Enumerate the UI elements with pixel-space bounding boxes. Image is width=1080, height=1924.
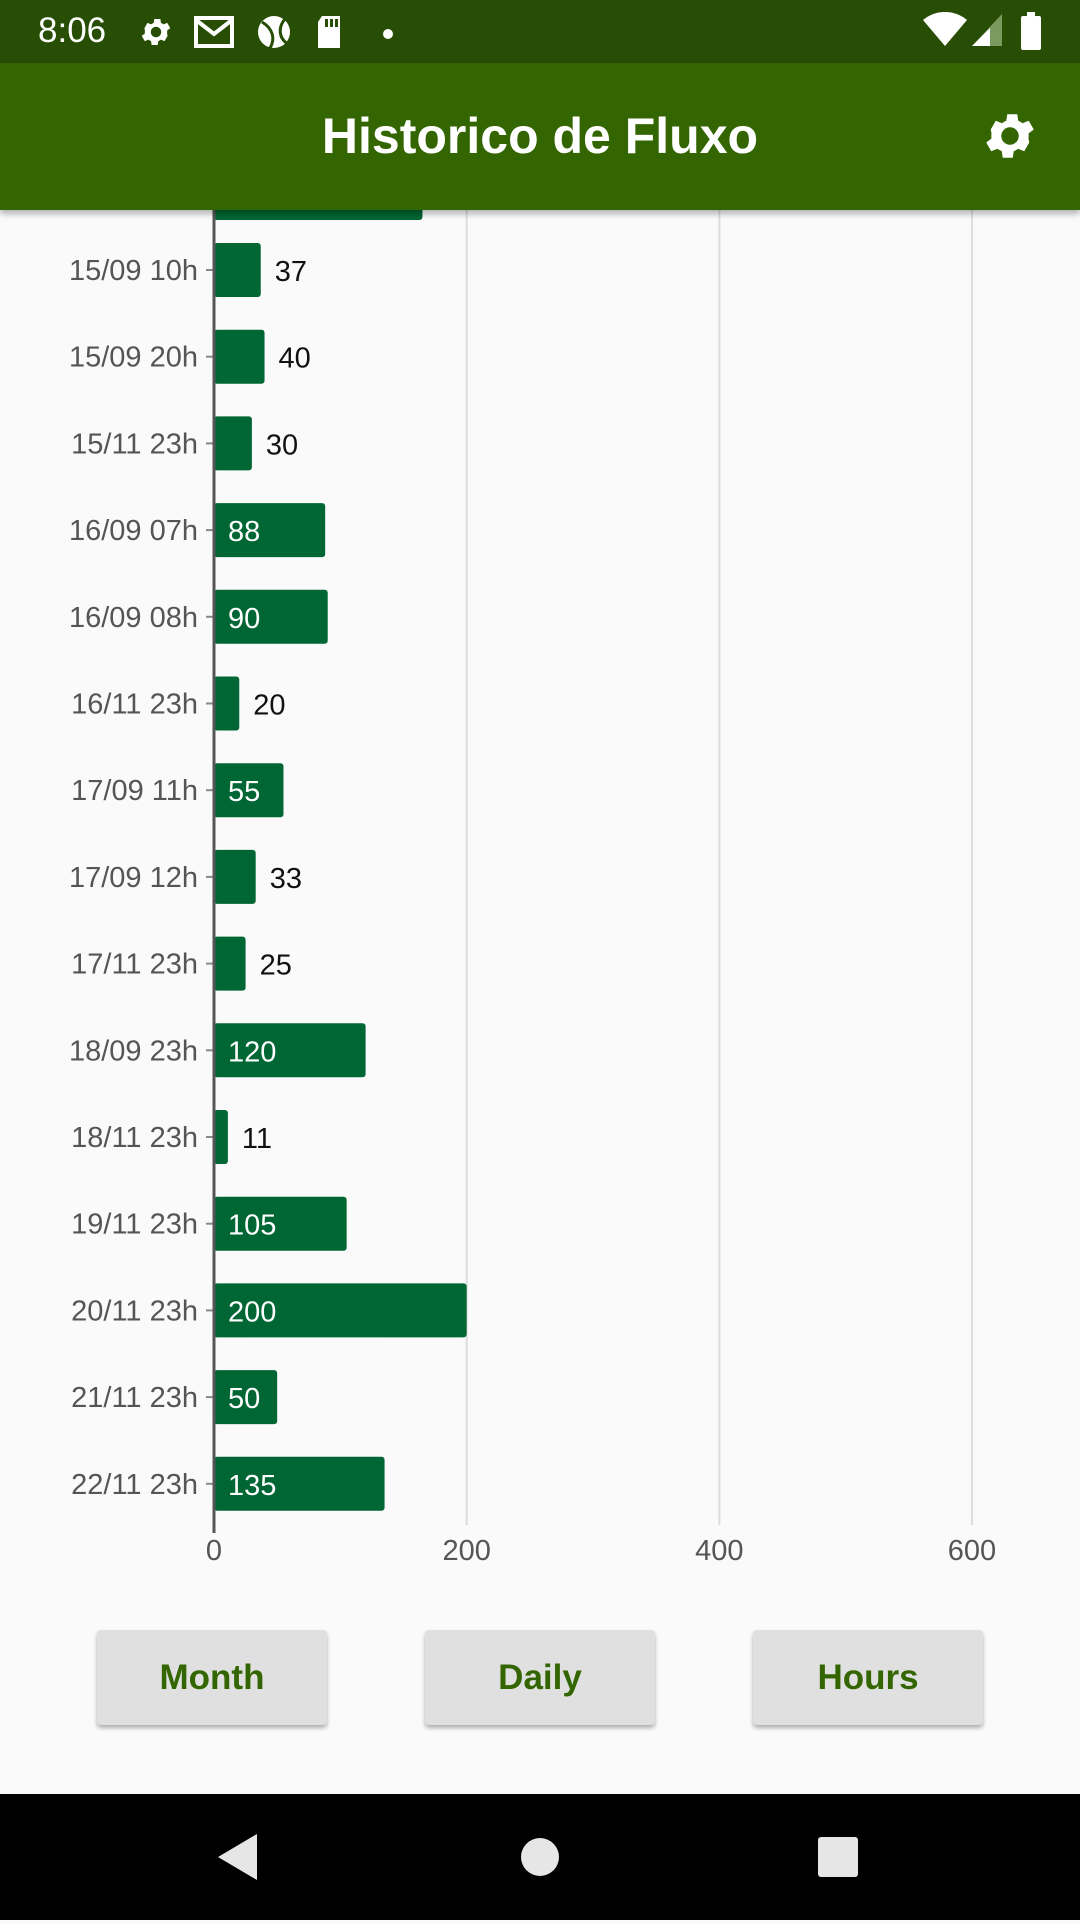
x-tick-label: 200 (442, 1535, 490, 1567)
category-label: 16/11 23h (71, 689, 198, 721)
value-label: 20 (253, 690, 285, 722)
recents-icon (758, 1837, 918, 1924)
value-label: 11 (242, 1123, 272, 1155)
value-label: 200 (228, 1296, 276, 1328)
category-label: 20/11 23h (71, 1295, 198, 1327)
value-label: 40 (279, 343, 311, 375)
chart-bar (214, 676, 240, 731)
chart-bar (214, 936, 246, 991)
value-label: 88 (228, 516, 260, 548)
chart-bar (214, 1110, 228, 1164)
category-label: 18/09 23h (69, 1035, 198, 1067)
home-button[interactable] (460, 1794, 620, 1920)
dot-icon (382, 25, 394, 44)
x-tick-label: 0 (206, 1535, 222, 1567)
category-label: 16/09 07h (69, 515, 198, 547)
chart-bar (214, 1456, 385, 1511)
x-tick-label: 400 (695, 1535, 743, 1567)
chart-bar (214, 1023, 366, 1078)
value-label: 50 (228, 1383, 260, 1415)
value-label: 135 (228, 1470, 276, 1502)
category-label: 22/11 23h (71, 1469, 198, 1501)
wifi-icon (922, 11, 968, 52)
value-label: 25 (260, 950, 292, 982)
value-label: 37 (275, 256, 307, 288)
gear-icon (980, 114, 1040, 170)
category-label: 18/11 23h (71, 1122, 198, 1154)
chart-bar (214, 210, 423, 220)
back-button[interactable] (158, 1794, 318, 1920)
value-label: 105 (228, 1210, 276, 1242)
chart-bar (214, 329, 265, 384)
chart-bar (214, 416, 252, 471)
value-label: 55 (228, 776, 260, 808)
daily-button[interactable]: Daily (425, 1630, 655, 1725)
page-title: Historico de Fluxo (321, 108, 759, 164)
chart-bar (214, 763, 284, 818)
x-tick-label: 600 (948, 1535, 996, 1567)
chart-bar (214, 589, 328, 644)
back-icon (158, 1834, 318, 1924)
bar-chart: 15/09 10h 37 15/09 20h 40 15/11 23h 30 16/09 0… (69, 210, 996, 1567)
battery-icon (1020, 12, 1042, 54)
category-label: 17/11 23h (71, 949, 198, 981)
chart-bar (214, 1196, 347, 1251)
settings-button[interactable] (980, 106, 1040, 166)
gmail-icon (194, 14, 234, 54)
category-label: 17/09 12h (69, 862, 198, 894)
value-label: 120 (228, 1036, 276, 1068)
range-buttons: Month Daily Hours (0, 1630, 1080, 1725)
category-label: 17/09 11h (71, 775, 198, 807)
value-label: 30 (266, 429, 298, 461)
category-label: 21/11 23h (71, 1382, 198, 1414)
gear-icon (138, 14, 174, 54)
status-bar: 8:06 (0, 0, 1080, 63)
app-bar: Historico de Fluxo (0, 63, 1080, 210)
category-label: 15/09 10h (69, 255, 198, 287)
value-label: 90 (228, 603, 260, 635)
chart-bar (214, 503, 326, 558)
home-icon (460, 1838, 620, 1924)
category-label: 15/11 23h (71, 428, 198, 460)
flow-history-chart[interactable]: 15/09 10h 37 15/09 20h 40 15/11 23h 30 16/09 0… (0, 210, 1080, 1590)
status-time: 8:06 (38, 11, 107, 50)
ball-icon (256, 14, 292, 54)
hours-button[interactable]: Hours (753, 1630, 983, 1725)
sd-card-icon (314, 14, 344, 54)
signal-icon (970, 12, 1004, 52)
category-label: 15/09 20h (69, 342, 198, 374)
navigation-bar (0, 1794, 1080, 1920)
chart-bar (214, 849, 256, 904)
chart-bar (214, 1283, 467, 1338)
month-button[interactable]: Month (97, 1630, 327, 1725)
value-label: 33 (270, 863, 302, 895)
category-label: 16/09 08h (69, 602, 198, 634)
recents-button[interactable] (758, 1794, 918, 1920)
chart-bar (214, 243, 261, 297)
chart-bar (214, 1370, 278, 1425)
category-label: 19/11 23h (71, 1209, 198, 1241)
